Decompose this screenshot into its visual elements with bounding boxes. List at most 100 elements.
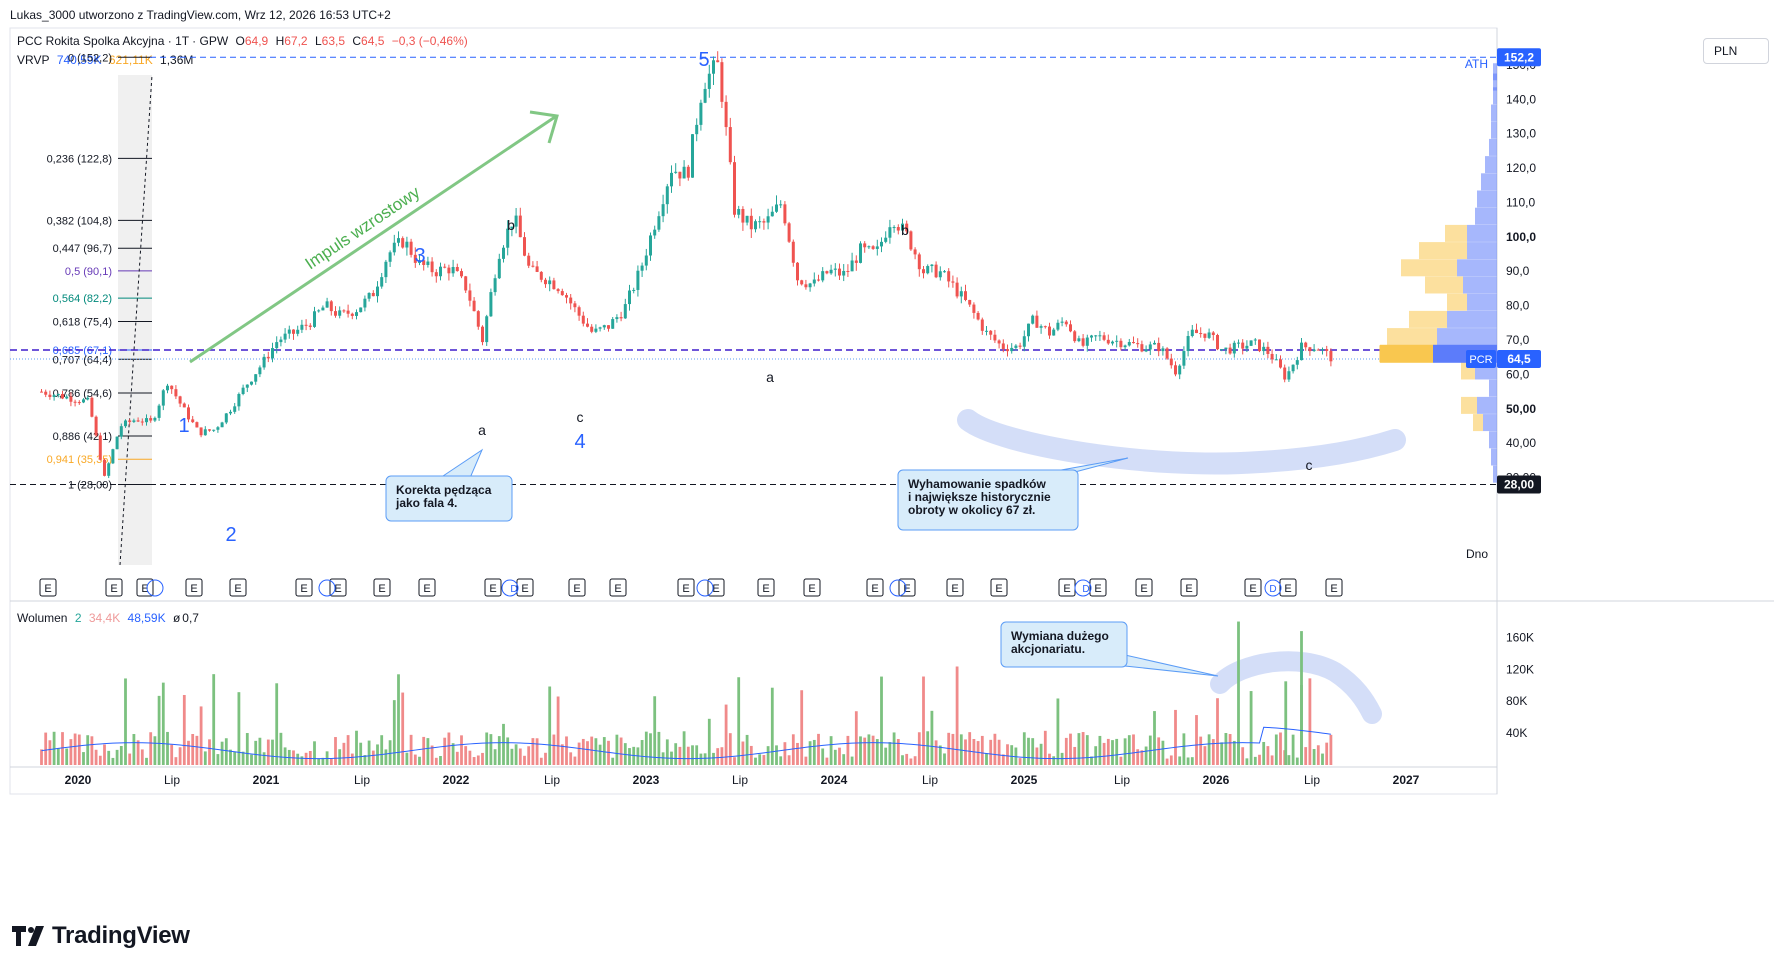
volume-bar: [922, 676, 925, 765]
candle-body: [859, 243, 862, 263]
volume-bar: [888, 742, 892, 765]
volume-bar: [1018, 758, 1022, 765]
volume-bar: [1052, 756, 1056, 765]
volume-bar: [556, 696, 560, 765]
candle-body: [48, 394, 52, 398]
volume-bar: [817, 733, 820, 765]
candle-body: [1258, 339, 1261, 352]
tradingview-logo[interactable]: TradingView: [12, 922, 190, 950]
volume-bar: [598, 744, 602, 765]
candle-body: [145, 418, 148, 423]
vrvp-legend[interactable]: VRVP 740,59K 621,11K 1,36M: [17, 53, 197, 67]
volume-bar: [128, 753, 132, 765]
volume-bar: [1207, 734, 1211, 765]
volume-bar: [250, 754, 253, 765]
callout-wyhamowanie-box: [897, 469, 1079, 531]
candle-body: [317, 310, 321, 312]
currency-selector[interactable]: PLN: [1703, 38, 1769, 64]
volume-bar: [1039, 743, 1043, 765]
candle-body: [1178, 365, 1182, 375]
candle-body: [166, 385, 169, 391]
volume-bar: [938, 745, 942, 765]
candle-body: [1081, 338, 1085, 346]
candle-body: [665, 186, 669, 205]
volume-bar: [1119, 756, 1123, 765]
volume-bar: [44, 732, 48, 765]
vrvp-bar-down: [1489, 138, 1497, 156]
volume-bar: [560, 744, 564, 765]
candle-body: [955, 282, 959, 297]
candle-body: [691, 134, 694, 178]
volume-bar: [1174, 709, 1177, 765]
candle-body: [178, 396, 182, 404]
candle-body: [224, 413, 228, 423]
candle-body: [1262, 346, 1266, 352]
candle-body: [871, 246, 875, 249]
volume-spike-bar: [1300, 631, 1303, 765]
volume-bar: [850, 756, 854, 765]
candle-body: [1014, 345, 1018, 348]
callout-wyhamowanie-text: obroty w okolicy 67 zł.: [908, 503, 1035, 517]
candle-body: [926, 266, 930, 274]
volume-axis-tick: 120K: [1506, 662, 1534, 676]
volume-bar: [426, 738, 430, 765]
low-value: 63,5: [321, 34, 345, 48]
earnings-marker: [677, 578, 695, 597]
candle-body: [682, 166, 686, 179]
symbol-badge-bg: [1466, 349, 1496, 368]
volume-bar: [94, 749, 98, 765]
fib-level-label: 0,382 (104,8): [47, 215, 112, 227]
volume-value-3: 0,7: [182, 611, 199, 625]
volume-bar: [728, 733, 732, 765]
symbol-name[interactable]: PCC Rokita Spolka Akcyjna · 1T · GPW: [17, 34, 229, 48]
earnings-marker: [373, 578, 391, 597]
candle-body: [98, 435, 102, 460]
candle-body: [279, 339, 283, 343]
candle-body: [791, 241, 795, 263]
vrvp-bar-down: [1491, 121, 1497, 139]
open-label: O: [235, 34, 245, 48]
volume-bar: [145, 757, 148, 765]
candle-body: [409, 241, 413, 255]
volume-bar: [1228, 734, 1232, 765]
volume-bar: [476, 755, 480, 765]
volume-bar: [1291, 734, 1295, 765]
high-value: 67,2: [284, 34, 308, 48]
volume-bar: [552, 734, 556, 765]
volume-bar: [644, 731, 648, 765]
volume-bar: [905, 753, 909, 765]
earnings-marker-label: E: [141, 583, 148, 595]
candle-body: [1195, 329, 1198, 334]
earnings-marker-label: E: [995, 583, 1002, 595]
highlight-stroke: [957, 409, 1406, 475]
candle-body: [1232, 342, 1236, 354]
candle-body: [1304, 342, 1308, 348]
volume-bar: [586, 741, 589, 765]
candle-body: [527, 255, 531, 266]
candle-body: [94, 416, 98, 436]
volume-bar: [119, 745, 123, 765]
volume-bar: [989, 739, 993, 765]
volume-bar: [170, 744, 174, 765]
vrvp-bar-down: [1485, 156, 1497, 174]
volume-bar: [1262, 741, 1266, 765]
dividend-marker: [889, 579, 907, 597]
candle-body: [1174, 365, 1177, 375]
candle-body: [922, 269, 925, 274]
callout-korekta-text: Korekta pędząca: [396, 483, 492, 497]
volume-bar: [947, 732, 951, 765]
candle-body: [140, 421, 144, 423]
candle-body: [590, 326, 594, 332]
vrvp-bar-down: [1467, 224, 1497, 242]
volume-bar: [1195, 715, 1198, 765]
earnings-marker: [39, 578, 57, 597]
volume-legend[interactable]: Wolumen 2 34,4K 48,59K ø 0,7: [17, 611, 203, 625]
volume-bar: [161, 682, 165, 765]
candle-body: [842, 270, 846, 276]
candle-body: [607, 325, 610, 329]
candle-body: [220, 422, 224, 428]
volume-bar: [224, 738, 228, 765]
candle-body: [594, 328, 598, 332]
